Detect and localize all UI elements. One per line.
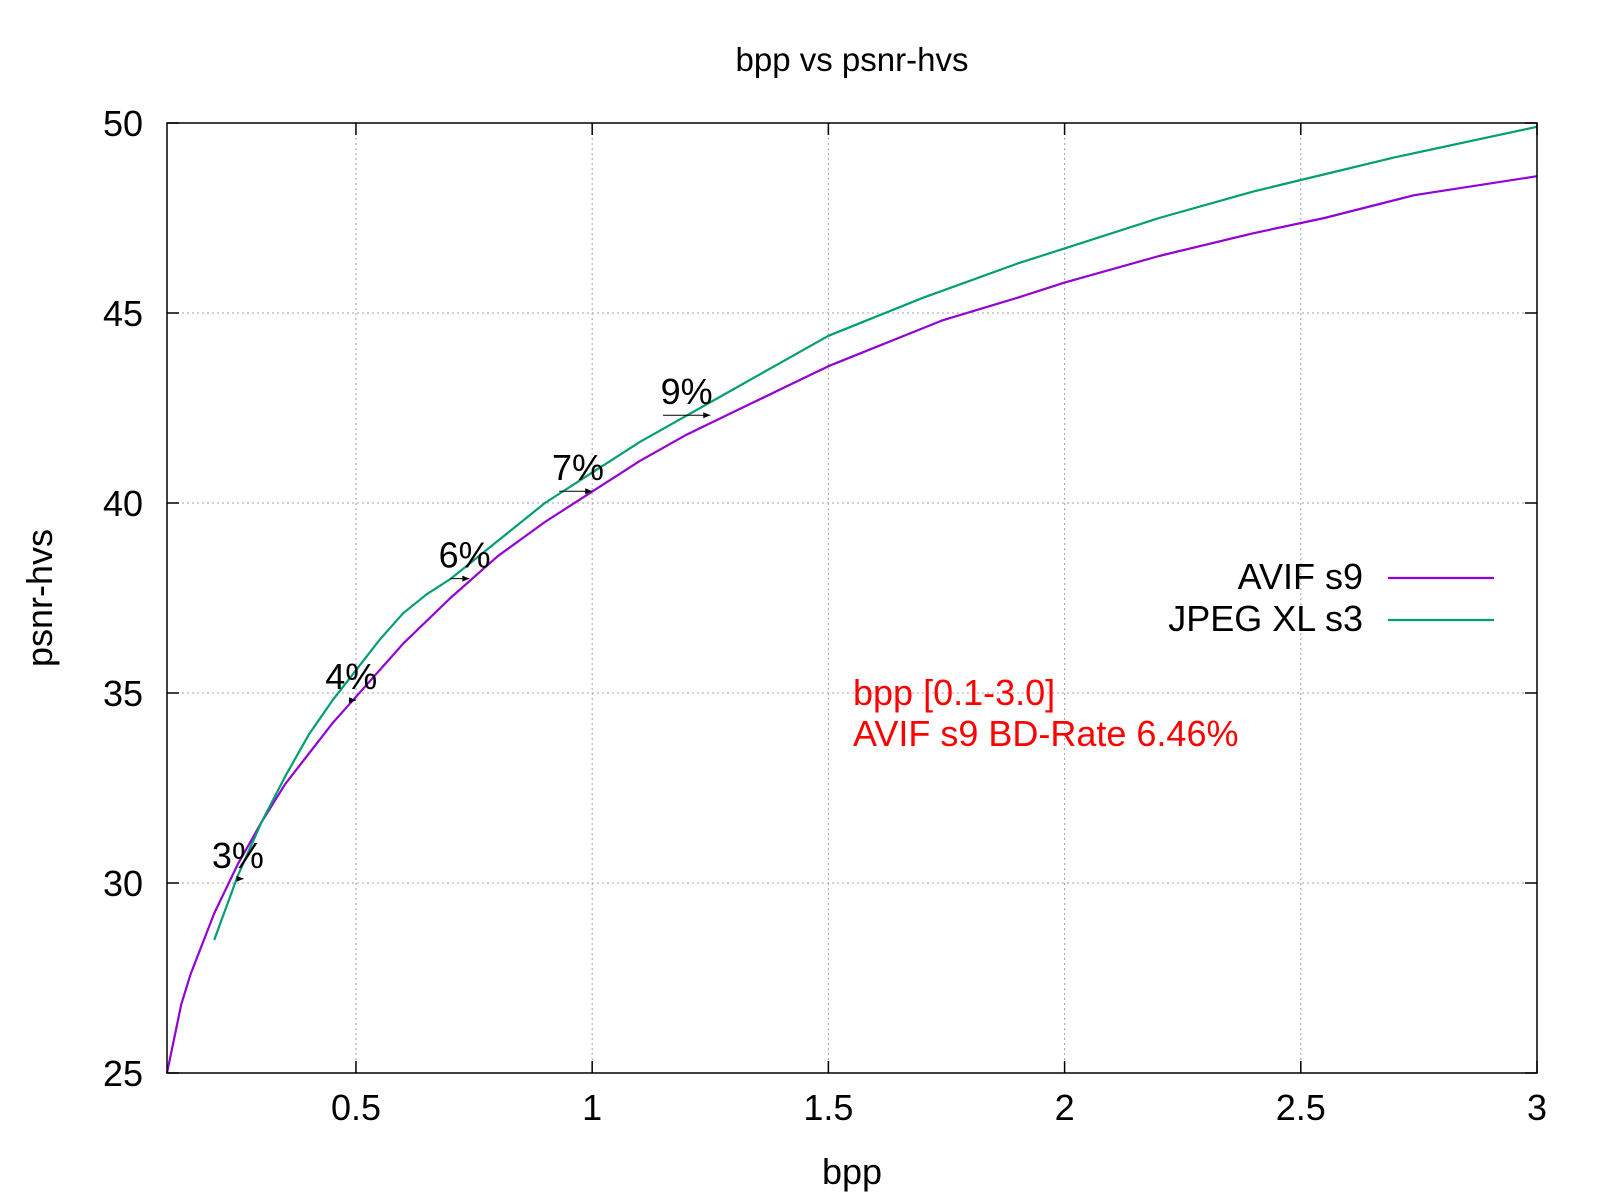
y-axis-label: psnr-hvs — [19, 529, 60, 667]
annotation-label: 4% — [325, 656, 377, 697]
annotation-label: 7% — [552, 447, 604, 488]
y-tick-label: 40 — [103, 483, 143, 524]
x-tick-label: 1.5 — [803, 1087, 853, 1128]
legend: AVIF s9 JPEG XL s3 — [1168, 556, 1494, 639]
x-tick-label: 3 — [1527, 1087, 1547, 1128]
annotation-arrowhead — [585, 488, 593, 495]
info-bdrate-text: AVIF s9 BD-Rate 6.46% — [853, 713, 1239, 754]
plot-frame — [166, 122, 1538, 1074]
legend-label-avif: AVIF s9 — [1238, 556, 1363, 597]
x-tick-label: 0.5 — [331, 1087, 381, 1128]
x-axis-label: bpp — [822, 1151, 882, 1192]
annotation-label: 6% — [439, 535, 491, 576]
y-tick-label: 50 — [103, 103, 143, 144]
grid — [167, 123, 1537, 1073]
info-range-text: bpp [0.1-3.0] — [853, 672, 1055, 713]
ticks: 0.5 1 1.5 2 2.5 3 25 30 35 40 45 50 — [103, 103, 1547, 1128]
annotation-label: 9% — [661, 371, 713, 412]
annotation-arrowhead — [236, 875, 244, 882]
y-tick-label: 45 — [103, 293, 143, 334]
annotation-arrowhead — [348, 697, 356, 704]
series-line-jpegxl — [213, 125, 1538, 941]
y-tick-label: 30 — [103, 863, 143, 904]
legend-label-jpegxl: JPEG XL s3 — [1168, 598, 1363, 639]
x-tick-label: 1 — [582, 1087, 602, 1128]
annotation-arrowhead — [462, 575, 470, 582]
info-box: bpp [0.1-3.0] AVIF s9 BD-Rate 6.46% — [853, 672, 1239, 754]
y-tick-label: 35 — [103, 673, 143, 714]
annotation-label: 3% — [212, 835, 264, 876]
series-group — [165, 125, 1538, 1074]
annotation-arrowhead — [703, 412, 711, 419]
annotations: 3% 4% 6% 7% 9% — [212, 371, 713, 882]
x-tick-label: 2.5 — [1276, 1087, 1326, 1128]
chart-title: bpp vs psnr-hvs — [736, 41, 969, 78]
x-tick-label: 2 — [1055, 1087, 1075, 1128]
y-tick-label: 25 — [103, 1053, 143, 1094]
